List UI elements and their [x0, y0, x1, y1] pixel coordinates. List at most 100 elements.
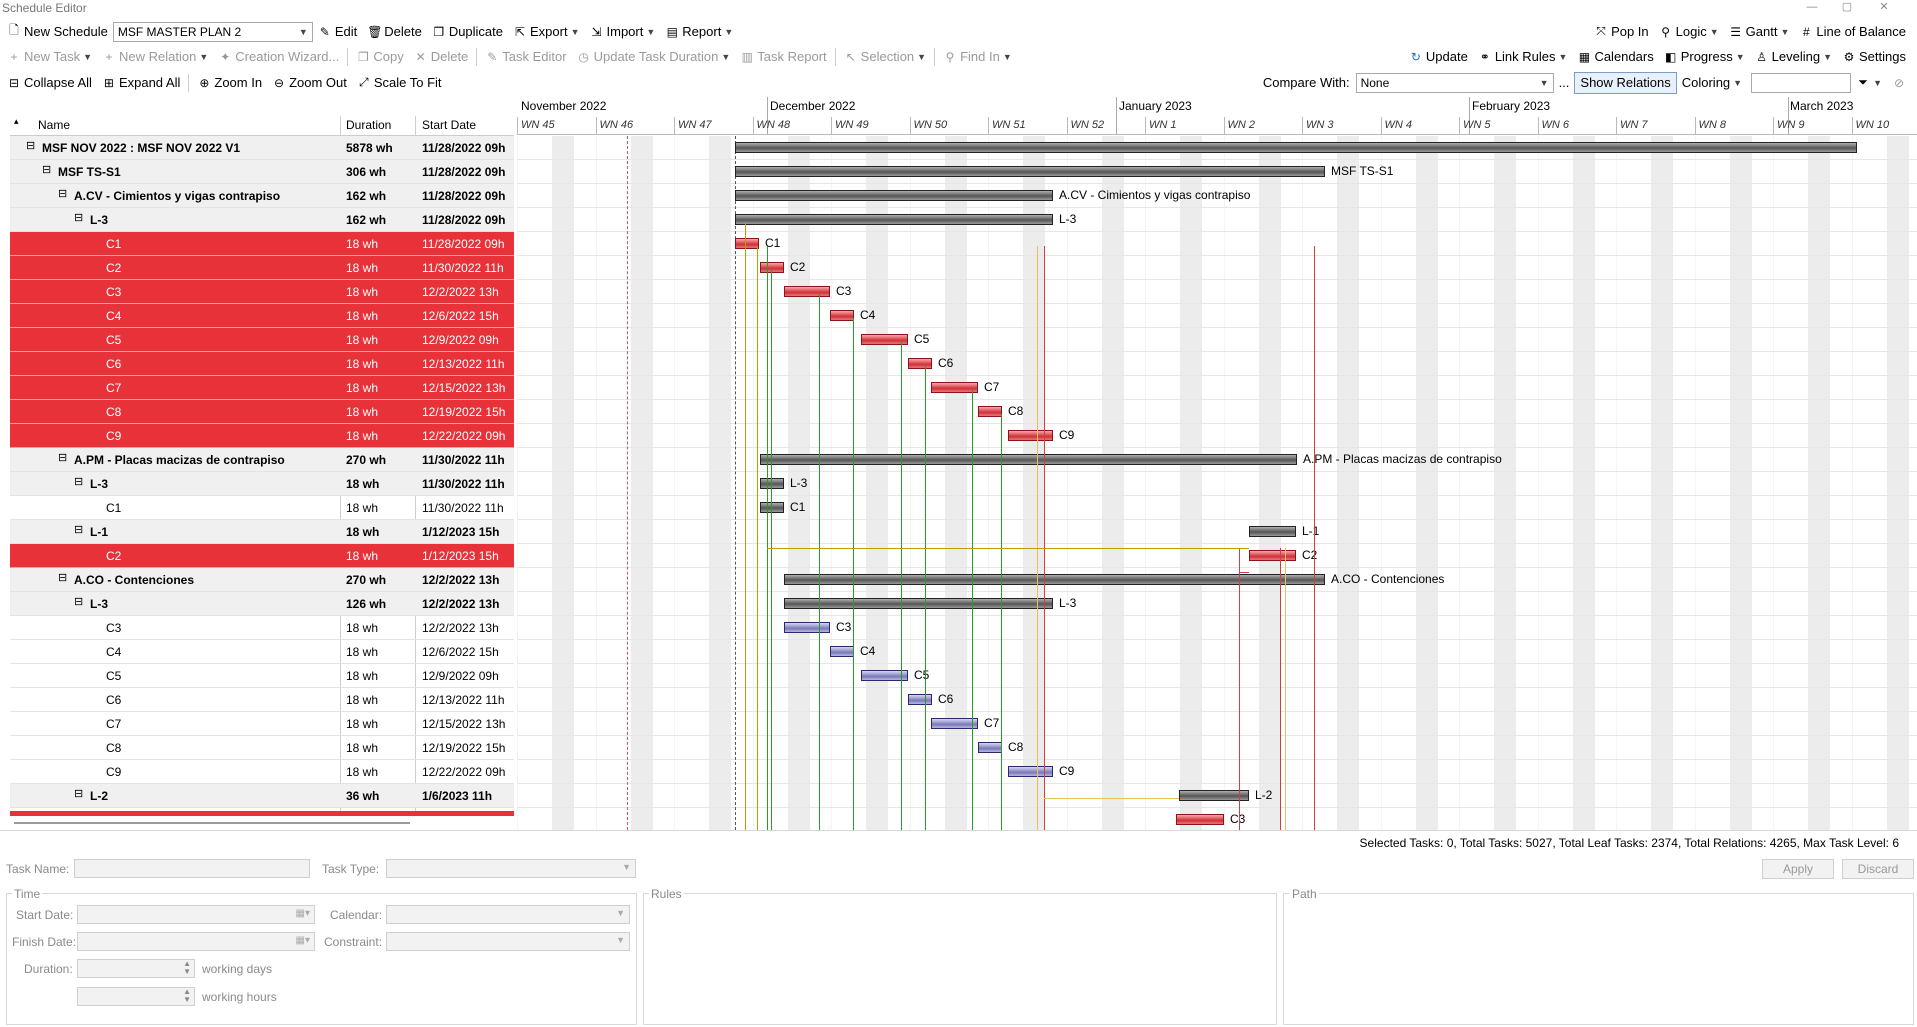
report-button[interactable]: ▤ Report ▼ [666, 24, 734, 39]
calendars-button[interactable]: ▦ Calendars [1578, 49, 1654, 64]
table-row[interactable]: C6 18 wh 12/13/2022 11h [10, 688, 514, 712]
table-row[interactable]: ⊟ MSF TS-S1 306 wh 11/28/2022 09h [10, 160, 514, 184]
duration-hours-input[interactable]: ▲ ▼ [77, 987, 195, 1006]
table-row[interactable]: C4 18 wh 12/6/2022 15h [10, 304, 514, 328]
calendar-select[interactable]: ▼ [386, 905, 630, 924]
clear-filter-button[interactable]: ⊘ [1887, 72, 1911, 94]
settings-button[interactable]: ⚙ Settings [1843, 49, 1906, 64]
critical-task-bar[interactable] [784, 286, 830, 297]
column-start-date[interactable]: Start Date [422, 118, 477, 132]
compare-browse-button[interactable]: ... [1558, 75, 1570, 90]
table-row[interactable]: ⊟ L-3 126 wh 12/2/2022 13h [10, 592, 514, 616]
table-row[interactable]: ⊟ L-3 162 wh 11/28/2022 09h [10, 208, 514, 232]
table-row[interactable]: C1 18 wh 11/30/2022 11h [10, 496, 514, 520]
table-row[interactable]: C6 18 wh 12/13/2022 11h [10, 352, 514, 376]
constraint-select[interactable]: ▼ [386, 932, 630, 951]
delete-schedule-button[interactable]: 🗑 Delete [367, 24, 422, 39]
update-button[interactable]: ↻ Update [1410, 49, 1468, 64]
table-row[interactable]: C3 18 wh 12/2/2022 13h [10, 616, 514, 640]
summary-bar[interactable] [735, 166, 1325, 177]
new-relation-button[interactable]: + New Relation ▼ [97, 46, 213, 68]
summary-bar[interactable] [784, 574, 1325, 585]
collapse-all-button[interactable]: ⊟ Collapse All [8, 75, 92, 90]
summary-bar[interactable] [760, 502, 784, 513]
collapse-toggle-icon[interactable]: ⊟ [74, 788, 84, 800]
close-icon[interactable]: ✕ [1879, 1, 1889, 13]
export-button[interactable]: ⇱ Export ▼ [514, 24, 580, 39]
column-name[interactable]: Name [38, 118, 71, 132]
table-row[interactable]: C9 18 wh 12/22/2022 09h [10, 424, 514, 448]
summary-bar[interactable] [1179, 790, 1249, 801]
collapse-toggle-icon[interactable]: ⊟ [74, 212, 84, 224]
critical-task-bar[interactable] [861, 334, 908, 345]
copy-button[interactable]: ❐ Copy [357, 49, 404, 64]
zoom-in-button[interactable]: ⊕ Zoom In [199, 75, 263, 90]
import-button[interactable]: ⇲ Import ▼ [591, 24, 656, 39]
summary-bar[interactable] [760, 454, 1297, 465]
zoom-out-button[interactable]: ⊖ Zoom Out [274, 75, 347, 90]
filter-button[interactable]: ⏷ ▼ [1851, 72, 1887, 94]
table-row[interactable]: ⊟ L-2 36 wh 1/6/2023 11h [10, 784, 514, 808]
creation-wizard-button[interactable]: ✦ Creation Wizard... [220, 49, 340, 64]
coloring-button[interactable]: Coloring ▼ [1681, 75, 1743, 90]
find-in-button[interactable]: ⚲ Find In ▼ [938, 46, 1017, 68]
show-relations-toggle[interactable]: Show Relations [1574, 71, 1677, 94]
compare-with-select[interactable]: None ▼ [1355, 72, 1554, 93]
summary-bar[interactable] [760, 478, 784, 489]
new-schedule-button[interactable]: 🗋 New Schedule [2, 21, 113, 43]
pop-in-button[interactable]: ⤧ Pop In [1589, 21, 1654, 43]
table-row[interactable]: ⊟ A.CO - Contenciones 270 wh 12/2/2022 13h [10, 568, 514, 592]
table-row[interactable]: C2 18 wh 1/12/2023 15h [10, 544, 514, 568]
critical-task-bar[interactable] [830, 310, 854, 321]
table-row[interactable]: ⊟ L-1 18 wh 1/12/2023 15h [10, 520, 514, 544]
collapse-toggle-icon[interactable]: ⊟ [58, 452, 68, 464]
summary-bar[interactable] [735, 190, 1053, 201]
table-row[interactable]: ⊟ L-3 18 wh 11/30/2022 11h [10, 472, 514, 496]
summary-bar[interactable] [784, 598, 1053, 609]
table-row[interactable]: C9 18 wh 12/22/2022 09h [10, 760, 514, 784]
table-row[interactable]: ⊟ A.PM - Placas macizas de contrapiso 270 … [10, 448, 514, 472]
table-row[interactable]: C5 18 wh 12/9/2022 09h [10, 664, 514, 688]
task-bar[interactable] [830, 646, 854, 657]
update-task-duration-button[interactable]: ◷ Update Task Duration ▼ [578, 49, 731, 64]
task-editor-button[interactable]: ✎ Task Editor [487, 49, 567, 64]
delete-task-button[interactable]: ✕ Delete [415, 49, 469, 64]
scale-to-fit-button[interactable]: ⤢ Scale To Fit [352, 72, 447, 94]
table-row[interactable]: C2 18 wh 11/30/2022 11h [10, 256, 514, 280]
critical-task-bar[interactable] [1176, 814, 1224, 825]
critical-task-bar[interactable] [760, 262, 784, 273]
table-row[interactable]: C8 18 wh 12/19/2022 15h [10, 736, 514, 760]
table-row[interactable]: C3 18 wh 12/2/2022 13h [10, 280, 514, 304]
maximize-icon[interactable]: ▢ [1841, 1, 1853, 13]
horizontal-scrollbar[interactable] [14, 822, 410, 824]
table-row[interactable]: C5 18 wh 12/9/2022 09h [10, 328, 514, 352]
table-row[interactable]: C4 18 wh 12/6/2022 15h [10, 640, 514, 664]
task-type-select[interactable]: ▼ [386, 859, 636, 878]
collapse-toggle-icon[interactable]: ⊟ [74, 596, 84, 608]
logic-button[interactable]: ⚲ Logic ▼ [1654, 21, 1724, 43]
gantt-button[interactable]: ☰ Gantt ▼ [1730, 24, 1790, 39]
table-row[interactable]: C7 18 wh 12/15/2022 13h [10, 376, 514, 400]
collapse-toggle-icon[interactable]: ⊟ [58, 572, 68, 584]
table-row[interactable]: ⊟ MSF NOV 2022 : MSF NOV 2022 V1 5878 wh 11… [10, 136, 514, 160]
summary-bar[interactable] [1249, 526, 1296, 537]
duplicate-button[interactable]: ❐ Duplicate [433, 24, 504, 39]
collapse-toggle-icon[interactable]: ⊟ [42, 164, 52, 176]
schedule-select[interactable]: MSF MASTER PLAN 2 ▼ [112, 21, 313, 42]
edit-button[interactable]: ✎ Edit [319, 24, 358, 39]
table-row[interactable]: ⊟ A.CV - Cimientos y vigas contrapiso 162 … [10, 184, 514, 208]
collapse-toggle-icon[interactable]: ⊟ [26, 140, 36, 152]
critical-task-bar[interactable] [1249, 550, 1296, 561]
summary-bar[interactable] [735, 214, 1053, 225]
task-report-button[interactable]: ▥ Task Report [741, 49, 827, 64]
selection-button[interactable]: ↖ Selection ▼ [845, 49, 927, 64]
task-name-input[interactable] [74, 859, 310, 878]
collapse-toggle-icon[interactable]: ⊟ [74, 524, 84, 536]
link-rules-button[interactable]: ⚭ Link Rules ▼ [1479, 49, 1568, 64]
critical-task-bar[interactable] [735, 238, 759, 249]
critical-task-bar[interactable] [1008, 430, 1053, 441]
filter-input[interactable] [1751, 72, 1852, 93]
leveling-button[interactable]: ♙ Leveling ▼ [1756, 49, 1833, 64]
line-of-balance-button[interactable]: # Line of Balance [1794, 21, 1911, 43]
task-bar[interactable] [978, 742, 1002, 753]
